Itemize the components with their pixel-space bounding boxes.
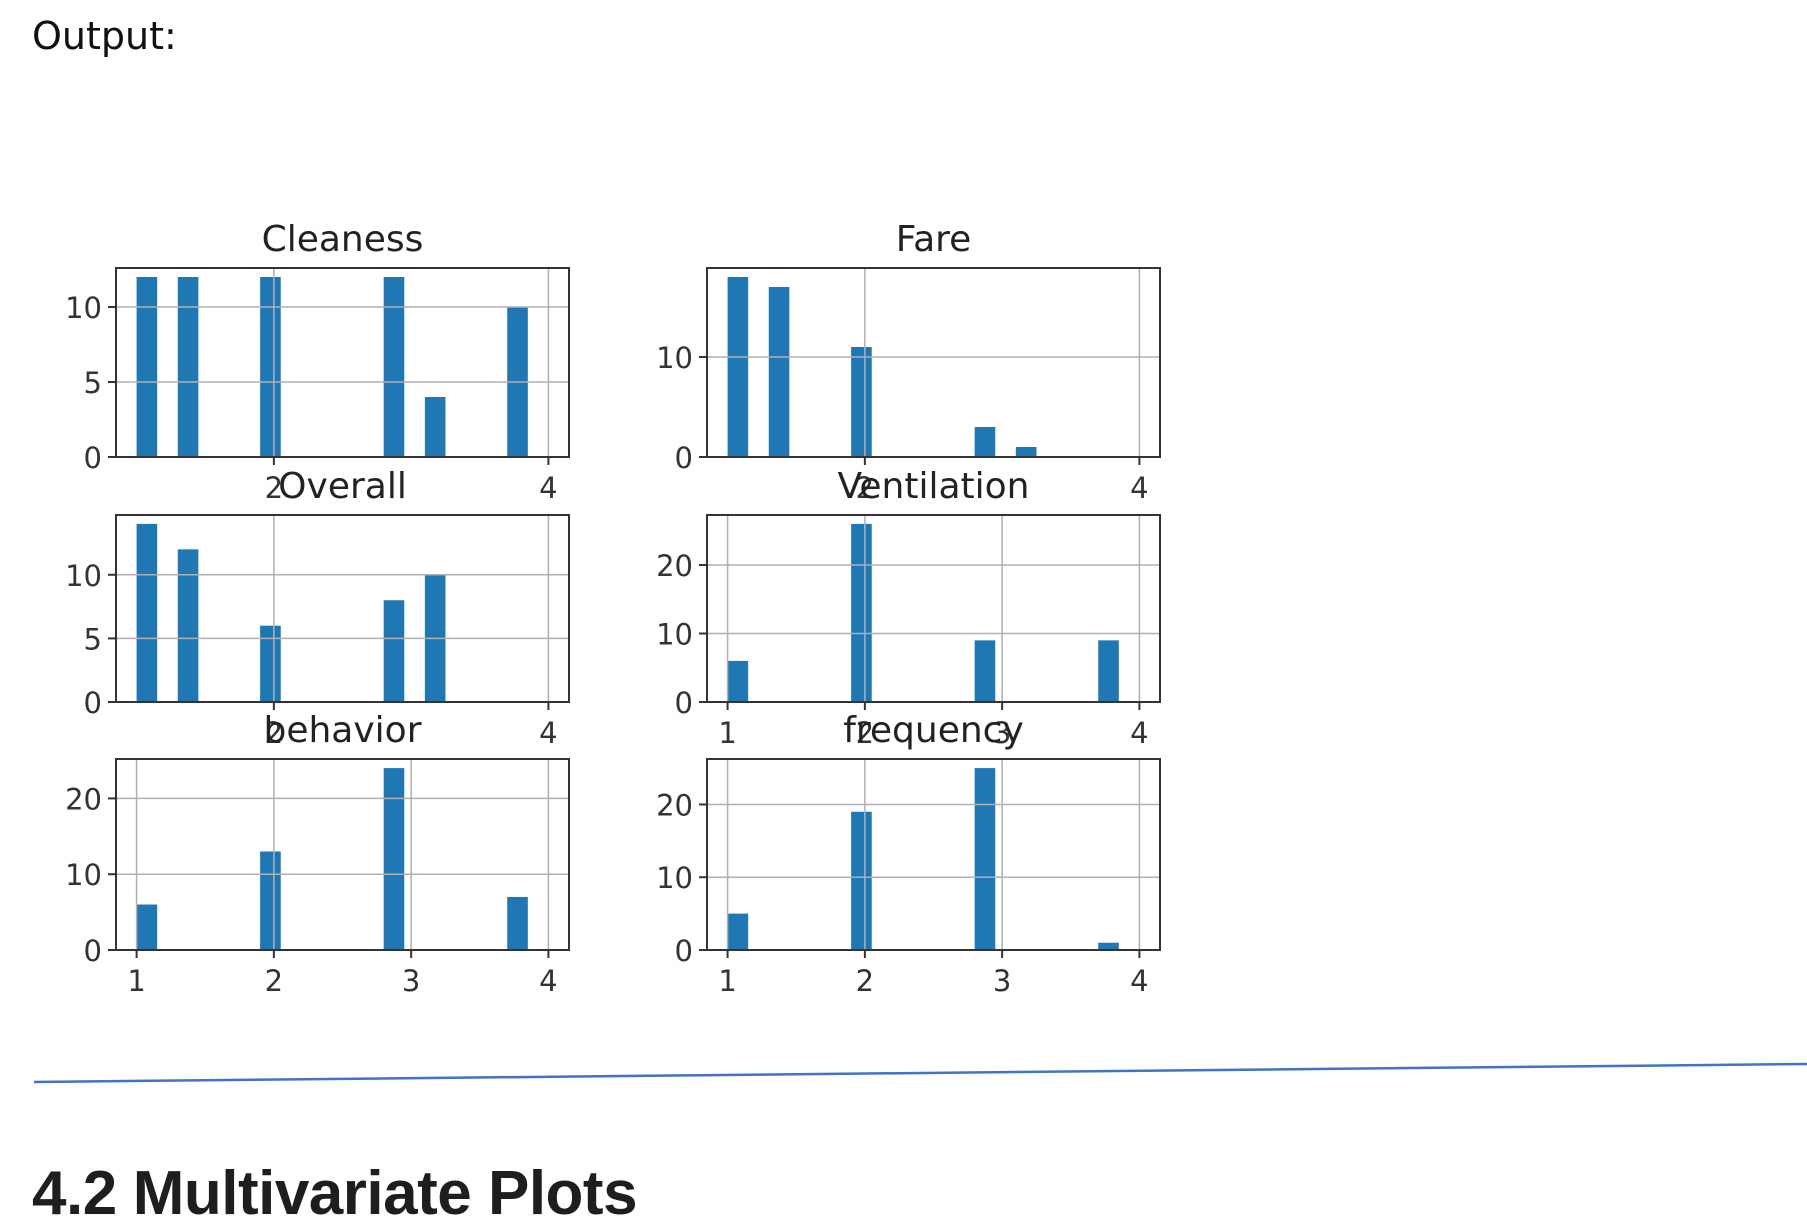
x-tick-label: 3 — [993, 964, 1011, 998]
bar — [177, 277, 199, 457]
x-tick-label: 4 — [1130, 716, 1148, 750]
subplot-cleaness: 0 5 10 2 4 Cleaness — [65, 219, 570, 505]
x-tick-label: 2 — [265, 471, 283, 505]
bar — [136, 523, 158, 702]
bar — [383, 768, 405, 950]
subplot-overall: 0 5 10 2 4 Overall — [65, 466, 570, 750]
y-tick-label: 10 — [65, 858, 102, 892]
subplot-fare: 0 10 2 4 Fare — [656, 219, 1161, 505]
x-tick-label: 4 — [539, 716, 557, 750]
bar — [177, 549, 199, 702]
bar — [136, 904, 158, 950]
y-tick-label: 20 — [65, 782, 102, 816]
axes-frame — [706, 514, 1161, 703]
axes-frame — [115, 267, 570, 458]
bar — [768, 287, 790, 457]
x-tick-label: 2 — [856, 964, 874, 998]
bar — [136, 277, 158, 457]
y-tick-label: 10 — [65, 291, 102, 325]
section-heading: 4.2 Multivariate Plots — [32, 1158, 653, 1229]
section-number: 4.2 — [32, 1159, 117, 1228]
bar — [260, 625, 281, 702]
bar — [260, 851, 281, 950]
bar — [383, 277, 405, 457]
axes-frame — [115, 758, 570, 951]
y-tick-label: 0 — [675, 934, 693, 968]
x-tick-label: 1 — [718, 964, 736, 998]
bar — [424, 397, 446, 457]
subplot-ventilation: 0 10 20 1 2 3 4 Ventilation — [656, 466, 1161, 750]
axes-frame — [706, 758, 1161, 951]
axes-frame — [706, 267, 1161, 458]
subplot-behavior: 0 10 20 1 2 3 4 behavior — [65, 710, 570, 998]
x-tick-label: 4 — [1130, 964, 1148, 998]
x-tick-label: 3 — [993, 716, 1011, 750]
subplot-title: frequency — [843, 710, 1024, 751]
x-tick-label: 2 — [265, 716, 283, 750]
y-tick-label: 10 — [656, 861, 693, 895]
y-tick-label: 20 — [656, 788, 693, 822]
bar — [260, 277, 281, 457]
bar — [727, 913, 749, 950]
x-tick-label: 1 — [718, 716, 736, 750]
bar — [1098, 942, 1119, 950]
y-tick-label: 0 — [675, 686, 693, 720]
axes-frame — [115, 514, 570, 703]
bar — [974, 427, 996, 457]
bar — [851, 811, 872, 950]
bar — [1015, 447, 1037, 457]
bar — [974, 640, 996, 702]
bar — [727, 660, 749, 702]
subplot-title: Overall — [278, 466, 407, 507]
x-tick-label: 2 — [856, 471, 874, 505]
y-tick-label: 0 — [84, 441, 102, 475]
x-tick-label: 4 — [1130, 471, 1148, 505]
subplot-title: Ventilation — [838, 466, 1030, 507]
y-tick-label: 20 — [656, 549, 693, 583]
bar — [727, 277, 749, 457]
bar — [383, 600, 405, 702]
subplot-title: Cleaness — [262, 219, 424, 260]
bar — [851, 347, 872, 457]
y-tick-label: 5 — [84, 366, 102, 400]
subplot-title: behavior — [263, 710, 421, 751]
x-tick-label: 3 — [402, 964, 420, 998]
y-tick-label: 0 — [675, 441, 693, 475]
y-tick-label: 0 — [84, 686, 102, 720]
subplot-title: Fare — [896, 219, 972, 260]
subplot-frequency: 0 10 20 1 2 3 4 frequency — [656, 710, 1161, 998]
output-label: Output: — [32, 14, 177, 58]
x-tick-label: 1 — [127, 964, 145, 998]
y-tick-label: 10 — [656, 341, 693, 375]
bar — [851, 523, 872, 702]
x-tick-label: 4 — [539, 471, 557, 505]
y-tick-label: 0 — [84, 934, 102, 968]
bar — [974, 768, 996, 950]
y-tick-label: 10 — [656, 618, 693, 652]
section-title: Multivariate Plots — [132, 1159, 638, 1228]
y-tick-label: 10 — [65, 559, 102, 593]
y-tick-label: 5 — [84, 622, 102, 656]
bar — [507, 896, 528, 950]
x-tick-label: 2 — [856, 716, 874, 750]
bar — [1098, 640, 1119, 702]
x-tick-label: 2 — [265, 964, 283, 998]
x-tick-label: 4 — [539, 964, 557, 998]
